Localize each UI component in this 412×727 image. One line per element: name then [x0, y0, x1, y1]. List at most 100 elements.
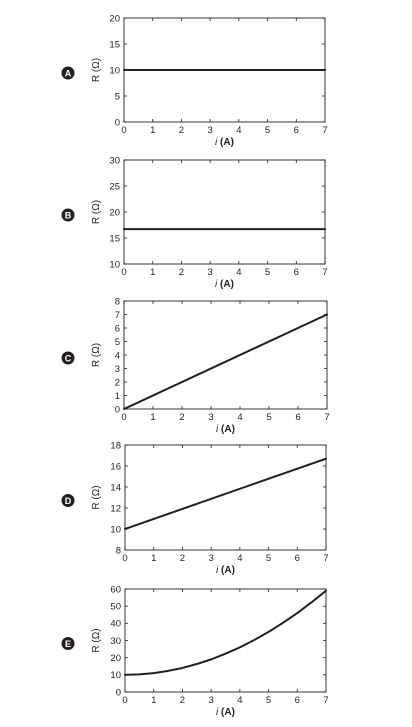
panel-c-y-tick-label: 1: [115, 391, 120, 402]
panel-c-x-tick-label: 5: [266, 412, 271, 423]
panel-e-x-tick-label: 1: [151, 695, 156, 706]
panel-c-y-tick-label: 3: [115, 364, 120, 375]
panel-d-x-tick-label: 5: [266, 553, 271, 564]
panel-e-x-tick-label: 6: [295, 695, 300, 706]
panel-c-plot-frame: [123, 300, 328, 410]
panel-a-y-tick-label: 0: [115, 117, 120, 128]
panel-e-x-tick-label: 4: [237, 695, 242, 706]
panel-c-series-line: [123, 313, 328, 410]
panel-c-x-tick-label: 4: [237, 412, 242, 423]
panel-a-x-tick-label: 6: [294, 125, 299, 136]
panel-c-y-tick-label: 8: [115, 296, 120, 307]
panel-d-badge-circle: [61, 494, 75, 507]
panel-b-chart: 0 1 2 3 4 5 6 7 10 15 20 25 30 i (A) R (Ω) B: [61, 155, 328, 290]
panel-e-chart: 0 1 2 3 4 5 6 7 0 10 20 30 40 50 60 i (A) R (Ω) E: [61, 584, 329, 718]
panel-c-y-tick-label: 2: [115, 377, 120, 388]
panel-b-badge-circle: [61, 208, 75, 222]
panel-b-x-tick-label: 2: [179, 267, 184, 278]
panel-c-y-tick-label: 4: [115, 350, 120, 361]
panel-c-badge-letter: C: [65, 353, 72, 363]
panel-b-x-tick-label: 0: [121, 267, 126, 278]
panel-b-y-axis-label: R (Ω): [91, 200, 102, 224]
panel-e-x-axis-label: i (A): [216, 707, 235, 718]
panel-a-badge-letter: A: [65, 68, 72, 78]
panel-c-x-tick-label: 6: [295, 412, 300, 423]
panel-a-chart: 0 1 2 3 4 5 6 7 0 5 10 15 20 i (A) R (Ω) A: [61, 13, 328, 148]
panel-c-x-tick-label: 1: [150, 412, 155, 423]
panel-e-plot-frame: [124, 588, 327, 693]
panel-d-plot-frame: [124, 444, 327, 551]
panel-a-x-tick-label: 2: [179, 125, 184, 136]
panel-a-y-tick-label: 15: [109, 39, 120, 50]
panel-e-series-line: [124, 589, 327, 676]
panel-d-x-tick-label: 6: [295, 553, 300, 564]
panel-b-x-tick-label: 3: [207, 267, 212, 278]
panel-b-x-tick-label: 7: [322, 267, 327, 278]
panel-d-series-line: [124, 457, 327, 530]
panel-d-x-tick-label: 0: [122, 553, 127, 564]
panel-b-x-tick-label: 1: [150, 267, 155, 278]
panel-c-x-tick-label: 7: [324, 412, 329, 423]
panel-e-x-tick-label: 5: [266, 695, 271, 706]
panel-d-y-tick-label: 12: [110, 503, 121, 514]
panel-c-x-tick-label: 0: [121, 412, 126, 423]
panel-d-badge-letter: D: [65, 496, 72, 506]
panel-e-y-tick-label: 0: [116, 687, 121, 698]
panel-c-x-tick-label: 3: [208, 412, 213, 423]
panel-a-badge-circle: [61, 66, 75, 80]
panel-e-y-tick-label: 50: [110, 601, 121, 612]
panel-e-badge-letter: E: [65, 639, 71, 649]
panel-d-y-tick-label: 8: [116, 545, 121, 556]
panel-e-y-tick-label: 10: [110, 670, 121, 681]
panel-d-y-tick-label: 10: [110, 524, 121, 535]
panel-c-y-axis-label: R (Ω): [91, 343, 102, 367]
panel-a-y-tick-label: 10: [109, 65, 120, 76]
panel-d-x-tick-label: 7: [323, 553, 328, 564]
panel-e-y-tick-label: 30: [110, 636, 121, 647]
panel-d-y-tick-label: 16: [110, 461, 121, 472]
panel-e-x-tick-label: 3: [208, 695, 213, 706]
panel-e-y-axis-label: R (Ω): [91, 628, 102, 652]
panel-e-y-tick-label: 40: [110, 619, 121, 630]
panel-a-x-tick-label: 3: [207, 125, 212, 136]
panel-a-x-tick-label: 0: [121, 125, 126, 136]
panel-b-x-tick-label: 6: [294, 267, 299, 278]
panel-b-badge-letter: B: [65, 210, 72, 220]
panel-d-y-tick-label: 18: [110, 440, 121, 451]
panel-a-y-axis-label: R (Ω): [91, 58, 102, 82]
panel-e-badge-circle: [61, 637, 75, 650]
panel-b-x-tick-label: 5: [265, 267, 270, 278]
panel-d-x-tick-label: 3: [208, 553, 213, 564]
panel-c-y-tick-label: 7: [115, 310, 120, 321]
panel-e-y-tick-label: 20: [110, 653, 121, 664]
panel-b-y-tick-label: 30: [109, 155, 120, 166]
panel-b-y-tick-label: 15: [109, 233, 120, 244]
panel-c-y-tick-label: 6: [115, 323, 120, 334]
panel-a-x-tick-label: 5: [265, 125, 270, 136]
panel-a-y-tick-label: 20: [109, 13, 120, 24]
panel-b-x-axis-label: i (A): [215, 279, 234, 290]
panel-c-y-tick-label: 0: [115, 404, 120, 415]
panel-c-badge-circle: [61, 351, 75, 365]
panel-c-x-axis-label: i (A): [216, 424, 235, 435]
panel-e-x-tick-label: 0: [122, 695, 127, 706]
panel-d-x-tick-label: 2: [180, 553, 185, 564]
panel-a-x-tick-label: 7: [322, 125, 327, 136]
panel-b-y-tick-label: 20: [109, 207, 120, 218]
panel-b-y-tick-label: 25: [109, 181, 120, 192]
panel-a-x-tick-label: 1: [150, 125, 155, 136]
panel-a-x-axis-label: i (A): [215, 137, 234, 148]
panel-d-x-tick-label: 1: [151, 553, 156, 564]
panel-e-x-tick-label: 2: [180, 695, 185, 706]
panel-e-x-tick-label: 7: [323, 695, 328, 706]
panel-a-x-tick-label: 4: [236, 125, 241, 136]
panel-d-y-axis-label: R (Ω): [91, 485, 102, 509]
panel-d-y-tick-label: 14: [110, 482, 121, 493]
panel-b-y-tick-label: 10: [109, 259, 120, 270]
panel-a-y-tick-label: 5: [115, 91, 120, 102]
panel-c-x-tick-label: 2: [179, 412, 184, 423]
panel-d-x-tick-label: 4: [237, 553, 242, 564]
